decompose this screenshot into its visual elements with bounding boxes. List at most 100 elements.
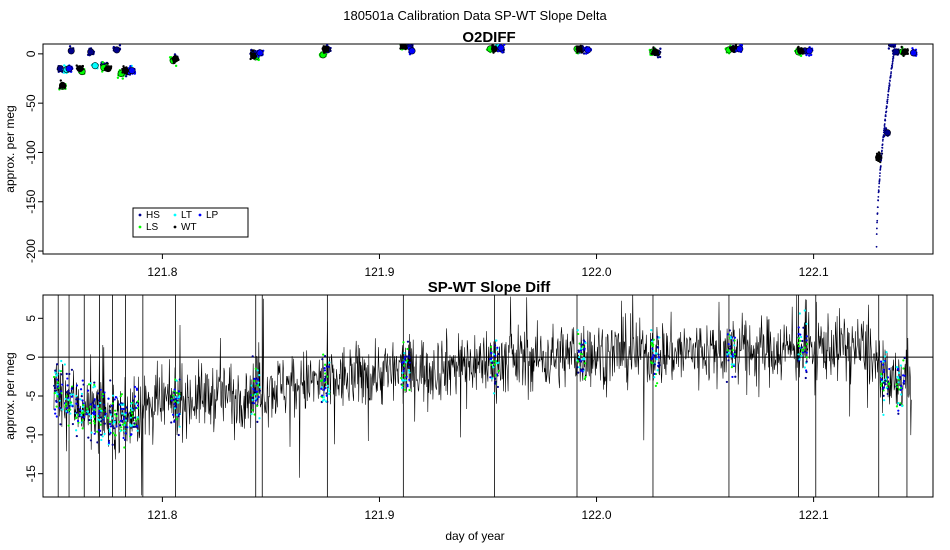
slope-diff-cal-point <box>897 371 901 374</box>
slope-diff-cal-point <box>886 376 890 379</box>
slope-diff-cal-point <box>53 391 56 395</box>
slope-diff-cal-point <box>172 398 176 401</box>
slope-diff-cal-point <box>900 393 903 396</box>
slope-diff-cal-point <box>797 342 800 345</box>
slope-diff-cal-point <box>321 394 324 397</box>
o2diff-point-hs <box>888 84 891 86</box>
o2diff-point-hs <box>883 125 886 128</box>
o2diff-point-hs <box>887 90 890 92</box>
o2diff-point-hs <box>878 178 881 181</box>
slope-diff-cal-point <box>403 374 406 377</box>
slope-diff-cal-point <box>71 405 74 408</box>
o2diff-point-hs <box>877 199 880 202</box>
slope-diff-cal-point <box>80 421 83 424</box>
slope-diff-cal-point <box>79 398 82 401</box>
o2diff-point-hs <box>881 139 884 142</box>
slope-diff-cal-point <box>92 401 95 404</box>
o2diff-point-hs <box>882 134 885 136</box>
slope-diff-cal-point <box>134 402 137 405</box>
slope-diff-cal-point <box>497 352 500 356</box>
o2diff-point-lt <box>63 64 66 67</box>
slope-diff-cal-point <box>803 309 806 312</box>
slope-diff-cal-point <box>60 373 63 376</box>
slope-diff-cal-point <box>115 425 118 428</box>
o2diff-point-hs <box>893 54 895 56</box>
slope-diff-cal-point <box>55 374 58 377</box>
slope-diff-cal-point <box>92 419 96 423</box>
o2diff-point-ls <box>799 54 803 58</box>
o2diff-mean-hs <box>67 47 75 55</box>
o2diff-xtick-label: 122.1 <box>799 265 829 279</box>
slope-diff-cal-point <box>657 361 660 364</box>
slope-diff-cal-point <box>406 359 409 362</box>
slope-diff-cal-point <box>101 435 104 438</box>
slope-diff-cal-point <box>129 411 132 415</box>
slope-diff-cal-point <box>114 434 117 437</box>
slope-diff-cal-point <box>89 414 93 418</box>
o2diff-point-lt <box>495 44 498 45</box>
slope-diff-cal-point <box>494 374 497 377</box>
slope-diff-cal-point <box>92 386 95 389</box>
slope-diff-cal-point <box>895 383 898 386</box>
o2diff-mean-lp <box>128 67 136 75</box>
o2diff-point-lp <box>911 47 914 50</box>
slope-diff-cal-point <box>401 386 404 389</box>
o2diff-point-hs <box>877 190 880 193</box>
slope-diff-cal-point <box>96 430 99 433</box>
slope-diff-cal-point <box>122 417 125 421</box>
slope-diff-cal-point <box>66 384 69 387</box>
o2diff-xtick-label: 121.9 <box>364 265 394 279</box>
slope-diff-cal-point <box>576 366 579 369</box>
o2diff-point-hs <box>886 105 888 108</box>
slope-diff-cal-point <box>583 358 586 361</box>
slope-diff-cal-point <box>82 411 85 414</box>
o2diff-point-hs <box>876 221 878 224</box>
slope-diff-cal-point <box>408 356 411 359</box>
o2diff-point-lp <box>129 65 132 68</box>
slope-diff-cal-point <box>134 406 138 409</box>
slope-diff-cal-point <box>324 400 328 403</box>
slope-diff-cal-point <box>89 439 93 442</box>
slope-diff-cal-point <box>726 349 729 352</box>
slope-diff-cal-point <box>731 353 734 356</box>
slope-diff-cal-point <box>81 409 84 412</box>
slope-diff-cal-point <box>98 418 101 422</box>
slope-diff-cal-point <box>251 394 254 397</box>
o2diff-point-wt <box>877 151 881 154</box>
o2diff-axes: 0 -50 -100 -150 -200 121.8 121.9 122.0 122.1 <box>24 50 829 279</box>
slope-diff-cal-point <box>327 392 330 395</box>
legend-swatch-ls <box>138 225 142 229</box>
slope-diff-cal-point <box>493 363 496 366</box>
slope-diff-cal-point <box>172 413 175 416</box>
legend-swatch-hs <box>138 213 142 217</box>
slope-diff-cal-point <box>103 422 106 425</box>
slope-diff-cal-point <box>897 381 900 384</box>
slope-diff-ytick-label: 0 <box>24 353 38 360</box>
slope-diff-cal-point <box>658 336 661 339</box>
slope-diff-cal-point <box>122 415 126 418</box>
o2diff-mean-hs <box>56 65 64 73</box>
slope-diff-cal-point <box>403 356 406 359</box>
slope-diff-cal-point <box>882 413 885 416</box>
slope-diff-cal-point <box>109 379 112 382</box>
slope-diff-cal-point <box>404 361 408 364</box>
slope-diff-cal-point <box>111 394 115 397</box>
slope-diff-cal-point <box>81 419 84 422</box>
slope-diff-cal-point <box>885 350 888 354</box>
o2diff-point-wt <box>106 62 109 65</box>
slope-diff-cal-point <box>799 339 802 342</box>
o2diff-point-hs <box>878 175 881 177</box>
slope-diff-cal-point <box>650 357 653 360</box>
slope-diff-cal-point <box>253 413 256 416</box>
slope-diff-cal-point <box>658 356 661 359</box>
slope-diff-cal-point <box>98 429 101 432</box>
slope-diff-ytick-label: -15 <box>24 465 38 483</box>
slope-diff-cal-point <box>102 403 105 406</box>
slope-diff-cal-point <box>326 365 329 369</box>
o2diff-ytick-label: -200 <box>24 239 38 263</box>
o2diff-point-hs <box>894 45 897 48</box>
slope-diff-cal-point <box>58 393 62 396</box>
slope-diff-cal-point <box>494 354 497 357</box>
o2diff-point-hs <box>889 76 892 78</box>
o2diff-point-hs <box>882 138 884 141</box>
